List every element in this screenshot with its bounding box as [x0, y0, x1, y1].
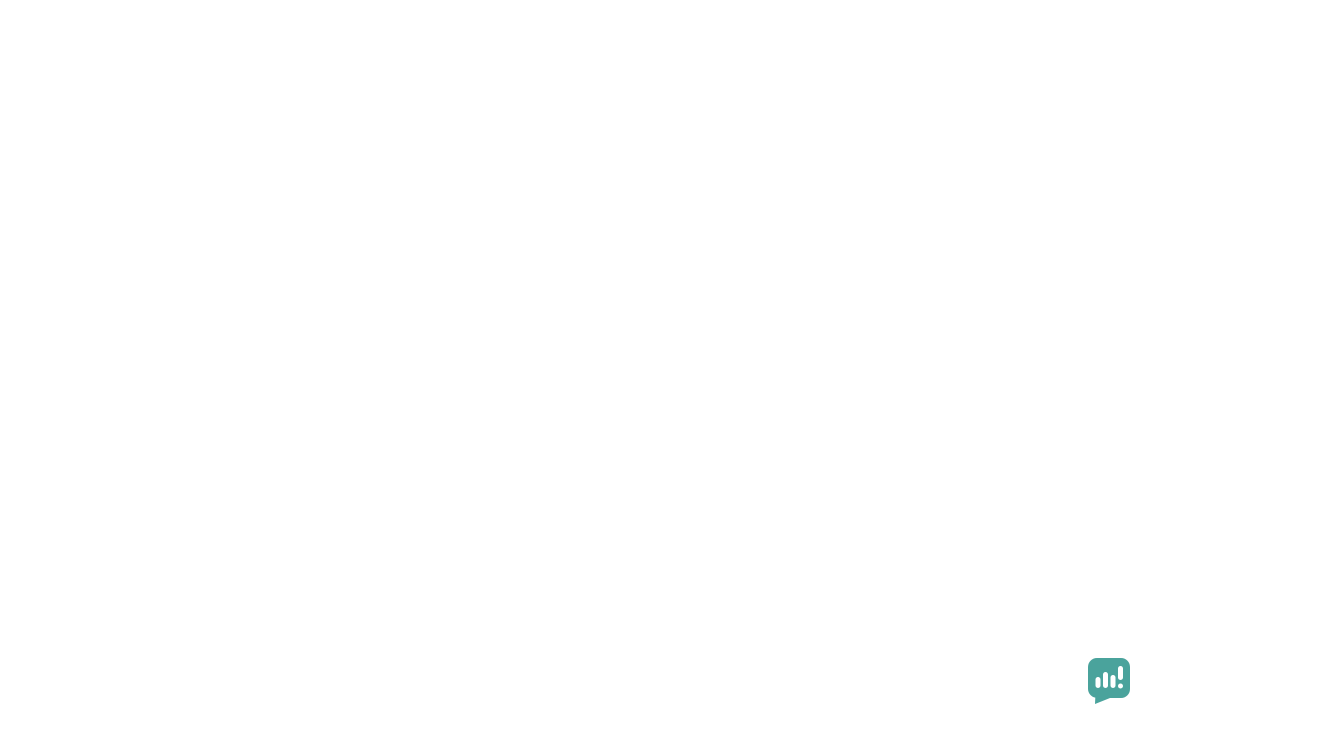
- newsworthy-bubble-icon: [1088, 658, 1130, 704]
- newsworthy-logo[interactable]: [1087, 657, 1143, 705]
- bar-chart-glyph: [1095, 666, 1123, 689]
